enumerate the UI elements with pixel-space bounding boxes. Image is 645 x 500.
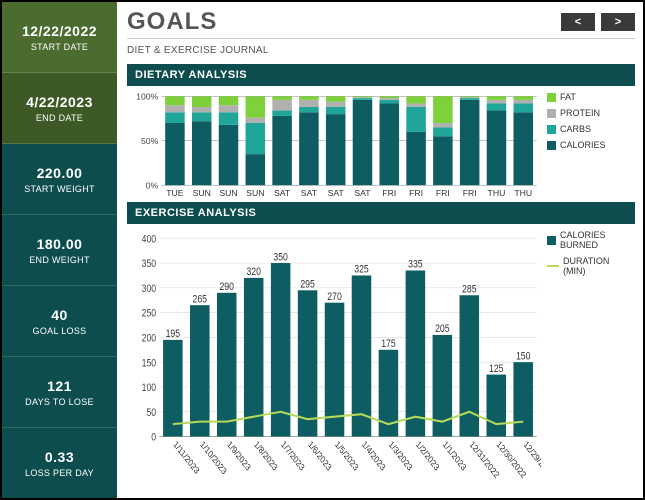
sidebar-label: LOSS PER DAY [25, 468, 94, 478]
sidebar-label: DAYS TO LOSE [25, 397, 94, 407]
sidebar-label: GOAL LOSS [33, 326, 87, 336]
legend-item: CALORIES [547, 140, 631, 150]
svg-text:1/2/2023: 1/2/2023 [414, 439, 441, 473]
svg-text:FRI: FRI [436, 188, 450, 198]
svg-text:400: 400 [142, 234, 157, 246]
svg-text:TUE: TUE [166, 188, 184, 198]
sidebar-value: 12/22/2022 [22, 23, 97, 39]
svg-text:FRI: FRI [382, 188, 396, 198]
svg-text:100: 100 [142, 383, 157, 395]
sidebar-label: END WEIGHT [29, 255, 90, 265]
svg-text:SAT: SAT [274, 188, 291, 198]
legend-item: CARBS [547, 124, 631, 134]
svg-text:325: 325 [354, 264, 369, 276]
svg-text:125: 125 [489, 363, 504, 375]
svg-text:1/5/2023: 1/5/2023 [333, 439, 360, 473]
svg-text:1/1/2023: 1/1/2023 [441, 439, 468, 473]
exercise-legend: CALORIES BURNED DURATION (MIN) [541, 230, 631, 492]
svg-text:290: 290 [220, 282, 235, 294]
svg-text:1/11/2023: 1/11/2023 [172, 439, 202, 477]
sidebar-cell: 40 GOAL LOSS [2, 286, 117, 357]
exercise-section-header: EXERCISE ANALYSIS [127, 202, 635, 224]
svg-text:205: 205 [435, 324, 450, 336]
sidebar-value: 4/22/2023 [26, 94, 93, 110]
svg-text:1/7/2023: 1/7/2023 [279, 439, 306, 473]
svg-text:1/6/2023: 1/6/2023 [306, 439, 333, 473]
svg-text:1/10/2023: 1/10/2023 [199, 439, 229, 477]
svg-text:THU: THU [514, 188, 532, 198]
svg-text:250: 250 [142, 308, 157, 320]
sidebar-label: END DATE [36, 113, 83, 123]
exercise-chart: 0 50 100 150 200 250 300 350 400 195 1/11/2023 265 1… [129, 230, 541, 492]
svg-text:350: 350 [142, 259, 157, 271]
svg-text:100%: 100% [136, 92, 158, 102]
svg-text:1/3/2023: 1/3/2023 [387, 439, 414, 473]
svg-text:320: 320 [246, 267, 261, 279]
sidebar-cell: 121 DAYS TO LOSE [2, 357, 117, 428]
svg-text:270: 270 [327, 291, 342, 303]
sidebar-label: START DATE [31, 42, 88, 52]
svg-text:295: 295 [300, 279, 315, 291]
svg-text:50%: 50% [141, 136, 159, 146]
svg-text:SAT: SAT [328, 188, 345, 198]
sidebar-value: 220.00 [37, 165, 83, 181]
svg-text:175: 175 [381, 339, 396, 351]
svg-text:265: 265 [193, 294, 208, 306]
page-subtitle: DIET & EXERCISE JOURNAL [127, 45, 635, 56]
svg-text:FRI: FRI [463, 188, 477, 198]
legend-item: FAT [547, 92, 631, 102]
svg-text:350: 350 [273, 252, 288, 264]
svg-text:1/9/2023: 1/9/2023 [225, 439, 252, 473]
svg-text:SUN: SUN [193, 188, 211, 198]
page-title: GOALS [127, 8, 217, 36]
sidebar-cell: 4/22/2023 END DATE [2, 73, 117, 144]
svg-text:0%: 0% [146, 180, 159, 190]
prev-button[interactable]: < [561, 13, 595, 31]
svg-text:195: 195 [166, 329, 181, 341]
dietary-section-header: DIETARY ANALYSIS [127, 64, 635, 86]
svg-text:FRI: FRI [409, 188, 423, 198]
sidebar-value: 0.33 [45, 449, 74, 465]
sidebar-label: START WEIGHT [24, 184, 95, 194]
svg-text:SUN: SUN [219, 188, 237, 198]
sidebar-cell: 0.33 LOSS PER DAY [2, 428, 117, 498]
svg-text:1/4/2023: 1/4/2023 [360, 439, 387, 473]
dietary-legend: FAT PROTEIN CARBS CALORIES [541, 92, 631, 200]
svg-text:285: 285 [462, 284, 477, 296]
svg-text:SAT: SAT [354, 188, 371, 198]
svg-text:335: 335 [408, 259, 423, 271]
svg-text:THU: THU [488, 188, 506, 198]
legend-item: PROTEIN [547, 108, 631, 118]
svg-text:1/8/2023: 1/8/2023 [252, 439, 279, 473]
legend-item: CALORIES BURNED [547, 230, 631, 250]
svg-text:50: 50 [146, 407, 156, 419]
next-button[interactable]: > [601, 13, 635, 31]
svg-text:SAT: SAT [301, 188, 318, 198]
sidebar-value: 180.00 [37, 236, 83, 252]
svg-text:150: 150 [516, 351, 531, 363]
svg-text:200: 200 [142, 333, 157, 345]
sidebar-value: 40 [51, 307, 68, 323]
sidebar-value: 121 [47, 378, 72, 394]
legend-item: DURATION (MIN) [547, 256, 631, 276]
sidebar-cell: 12/22/2022 START DATE [2, 2, 117, 73]
svg-text:150: 150 [142, 358, 157, 370]
svg-text:300: 300 [142, 283, 157, 295]
dietary-chart: 0% 50% 100% TUE SUN SUN SUN SAT SAT SAT SAT FRI FRI F… [129, 92, 541, 200]
sidebar-cell: 180.00 END WEIGHT [2, 215, 117, 286]
sidebar-cell: 220.00 START WEIGHT [2, 144, 117, 215]
svg-text:SUN: SUN [246, 188, 264, 198]
svg-text:0: 0 [151, 432, 156, 444]
